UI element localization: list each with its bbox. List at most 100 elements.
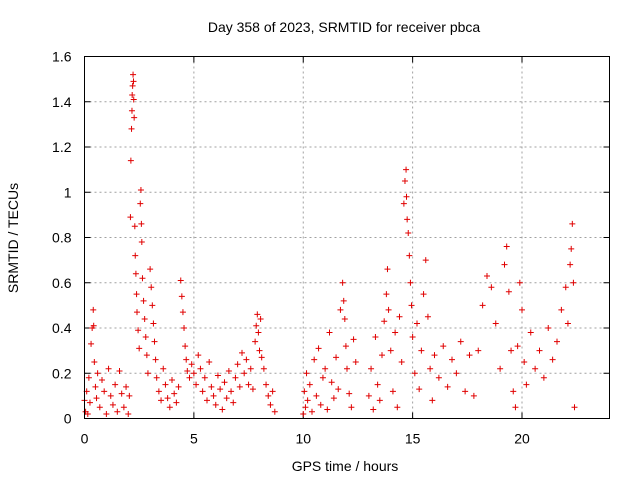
data-point — [571, 404, 578, 411]
y-tick-label: 0.8 — [52, 230, 72, 246]
data-point — [324, 406, 331, 413]
data-point — [94, 370, 101, 377]
plot-frame — [84, 56, 610, 419]
data-point — [532, 365, 539, 372]
data-point — [138, 220, 145, 227]
data-point — [212, 401, 219, 408]
data-point — [503, 243, 510, 250]
data-point — [239, 349, 245, 356]
data-point — [398, 358, 405, 365]
data-point — [376, 397, 383, 404]
data-point — [514, 343, 521, 350]
data-point — [221, 379, 228, 386]
data-point — [379, 352, 385, 359]
data-point — [171, 390, 178, 397]
data-point — [431, 352, 438, 359]
data-point — [416, 386, 423, 393]
data-point — [129, 82, 136, 89]
data-point — [162, 381, 169, 388]
data-point — [269, 388, 276, 395]
data-point — [155, 388, 162, 395]
data-point — [444, 383, 451, 390]
data-point — [245, 381, 252, 388]
data-points — [81, 71, 578, 417]
y-tick-label: 0.2 — [52, 365, 72, 381]
data-point — [197, 365, 204, 372]
data-point — [204, 397, 210, 404]
data-point — [341, 315, 348, 322]
axis-ticks: 0 0.2 0.4 0.6 0.8 1 1.2 1.4 1.6 0 5 10 15 20 — [52, 49, 610, 447]
data-point — [462, 388, 469, 395]
data-point — [401, 177, 408, 184]
data-point — [133, 291, 140, 298]
data-point — [394, 404, 401, 411]
data-point — [263, 381, 270, 388]
data-point — [408, 302, 415, 309]
data-point — [126, 392, 133, 399]
data-point — [173, 399, 180, 406]
data-point — [243, 356, 250, 363]
data-point — [120, 404, 127, 411]
data-point — [424, 313, 431, 320]
data-point — [105, 365, 112, 372]
data-point — [372, 334, 379, 341]
data-point — [313, 392, 320, 399]
data-point — [223, 395, 230, 402]
data-point — [131, 223, 138, 230]
data-point — [127, 157, 134, 164]
data-point — [400, 200, 407, 207]
data-point — [403, 193, 410, 200]
data-point — [130, 96, 137, 103]
data-point — [152, 356, 159, 363]
data-point — [558, 306, 565, 313]
data-point — [492, 320, 499, 327]
y-tick-label: 1.4 — [52, 94, 72, 110]
data-point — [265, 392, 272, 399]
data-point — [501, 261, 508, 268]
data-point — [219, 406, 226, 413]
y-tick-label: 1 — [64, 184, 72, 200]
data-point — [414, 320, 420, 327]
data-point — [214, 372, 221, 379]
data-point — [150, 320, 157, 327]
data-point — [385, 306, 392, 313]
data-point — [488, 284, 495, 291]
data-point — [93, 395, 100, 402]
data-point — [368, 365, 375, 372]
data-point — [342, 343, 349, 350]
data-point — [381, 318, 388, 325]
data-point — [516, 279, 523, 286]
data-point — [392, 329, 399, 336]
data-point — [253, 322, 260, 329]
data-point — [427, 365, 434, 372]
data-point — [232, 374, 239, 381]
data-point — [510, 388, 517, 395]
data-point — [383, 291, 390, 298]
y-tick-label: 0 — [64, 411, 72, 427]
data-point — [396, 313, 403, 320]
data-point — [128, 107, 135, 114]
data-point — [249, 386, 256, 393]
data-point — [116, 367, 123, 374]
data-point — [184, 367, 191, 374]
data-point — [348, 404, 355, 411]
data-point — [201, 374, 208, 381]
data-point — [389, 388, 396, 395]
data-point — [132, 252, 139, 259]
x-tick-label: 15 — [405, 431, 421, 447]
data-point — [549, 356, 556, 363]
data-point — [317, 401, 324, 408]
data-point — [136, 345, 143, 352]
data-point — [306, 381, 313, 388]
data-point — [409, 334, 416, 341]
data-point — [403, 166, 410, 173]
x-tick-label: 10 — [295, 431, 311, 447]
data-point — [90, 322, 97, 329]
data-point — [137, 186, 144, 193]
data-point — [193, 381, 200, 388]
x-tick-label: 20 — [514, 431, 530, 447]
data-point — [166, 404, 173, 411]
data-point — [188, 361, 195, 368]
y-tick-label: 0.4 — [52, 320, 72, 336]
data-point — [140, 297, 147, 304]
